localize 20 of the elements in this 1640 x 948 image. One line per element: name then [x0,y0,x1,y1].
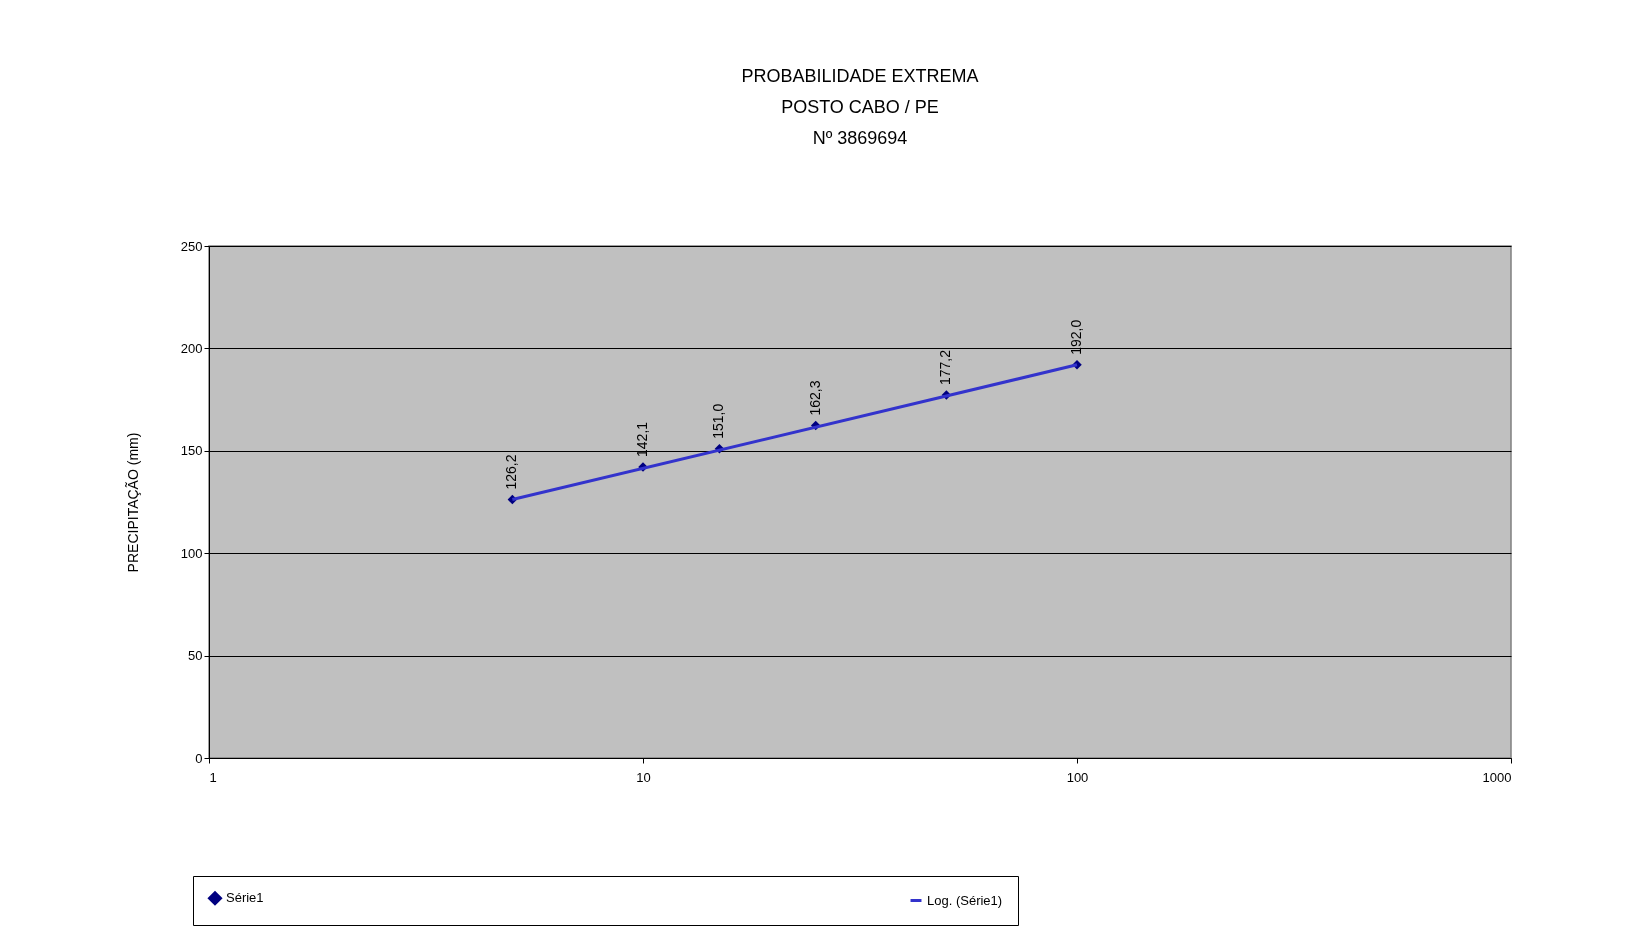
y-tick-label: 200 [180,340,203,356]
x-tick-label: 10 [636,769,651,785]
data-label: 142,1 [634,421,650,457]
data-label: 192,0 [1068,319,1084,355]
x-tick-label: 1000 [1482,769,1512,785]
legend-label: Log. (Série1) [927,892,1003,908]
y-tick-label: 50 [188,648,203,664]
data-label: 162,3 [806,380,823,416]
data-label: 151,0 [710,403,727,439]
y-tick-label: 100 [180,545,203,561]
y-tick-label: 0 [195,750,203,766]
legend-label: Série1 [226,890,264,906]
data-label: 177,2 [937,349,954,386]
y-tick-label: 250 [180,238,203,254]
y-tick-label: 150 [180,443,203,459]
data-label: 126,2 [503,454,520,490]
chart-title: PROBABILIDADE EXTREMA POSTO CABO / PE Nº 3869694 [741,66,979,148]
x-tick-label: 1 [209,769,217,785]
x-tick-label: 100 [1066,769,1089,785]
y-axis-title: PRECIPITAÇÃO (mm) [124,432,141,573]
